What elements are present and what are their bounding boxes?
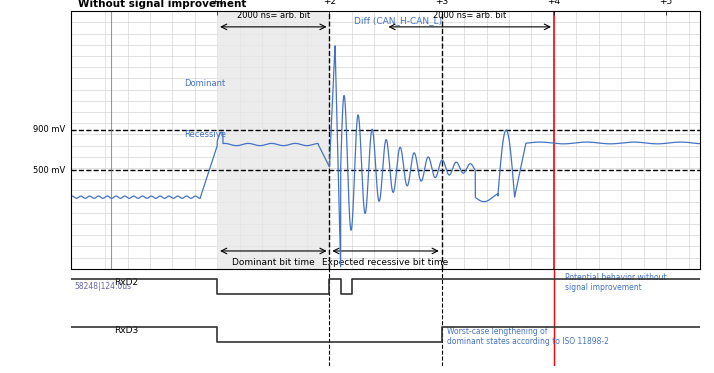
Text: Diff (CAN_H-CAN_L): Diff (CAN_H-CAN_L) xyxy=(354,16,442,25)
Text: Dominant bit time: Dominant bit time xyxy=(232,258,315,267)
Text: Without signal improvement: Without signal improvement xyxy=(78,0,246,9)
Text: 58248|124.0us: 58248|124.0us xyxy=(74,282,131,291)
Text: Worst-case lengthening of
dominant states according to ISO 11898-2: Worst-case lengthening of dominant state… xyxy=(447,327,609,346)
Text: RxD2: RxD2 xyxy=(114,278,139,287)
Text: Expected recessive bit time: Expected recessive bit time xyxy=(323,258,448,267)
Text: 500 mV: 500 mV xyxy=(33,166,65,175)
Text: Recessive: Recessive xyxy=(184,131,226,140)
Text: RxD3: RxD3 xyxy=(114,326,139,335)
Text: 900 mV: 900 mV xyxy=(33,125,65,134)
Text: Potential behavior without
signal improvement: Potential behavior without signal improv… xyxy=(565,273,667,292)
Text: 2000 ns= arb. bit: 2000 ns= arb. bit xyxy=(237,11,310,20)
Bar xyxy=(217,11,329,269)
Text: Dominant: Dominant xyxy=(184,79,226,88)
Text: 2000 ns= arb. bit: 2000 ns= arb. bit xyxy=(433,11,506,20)
